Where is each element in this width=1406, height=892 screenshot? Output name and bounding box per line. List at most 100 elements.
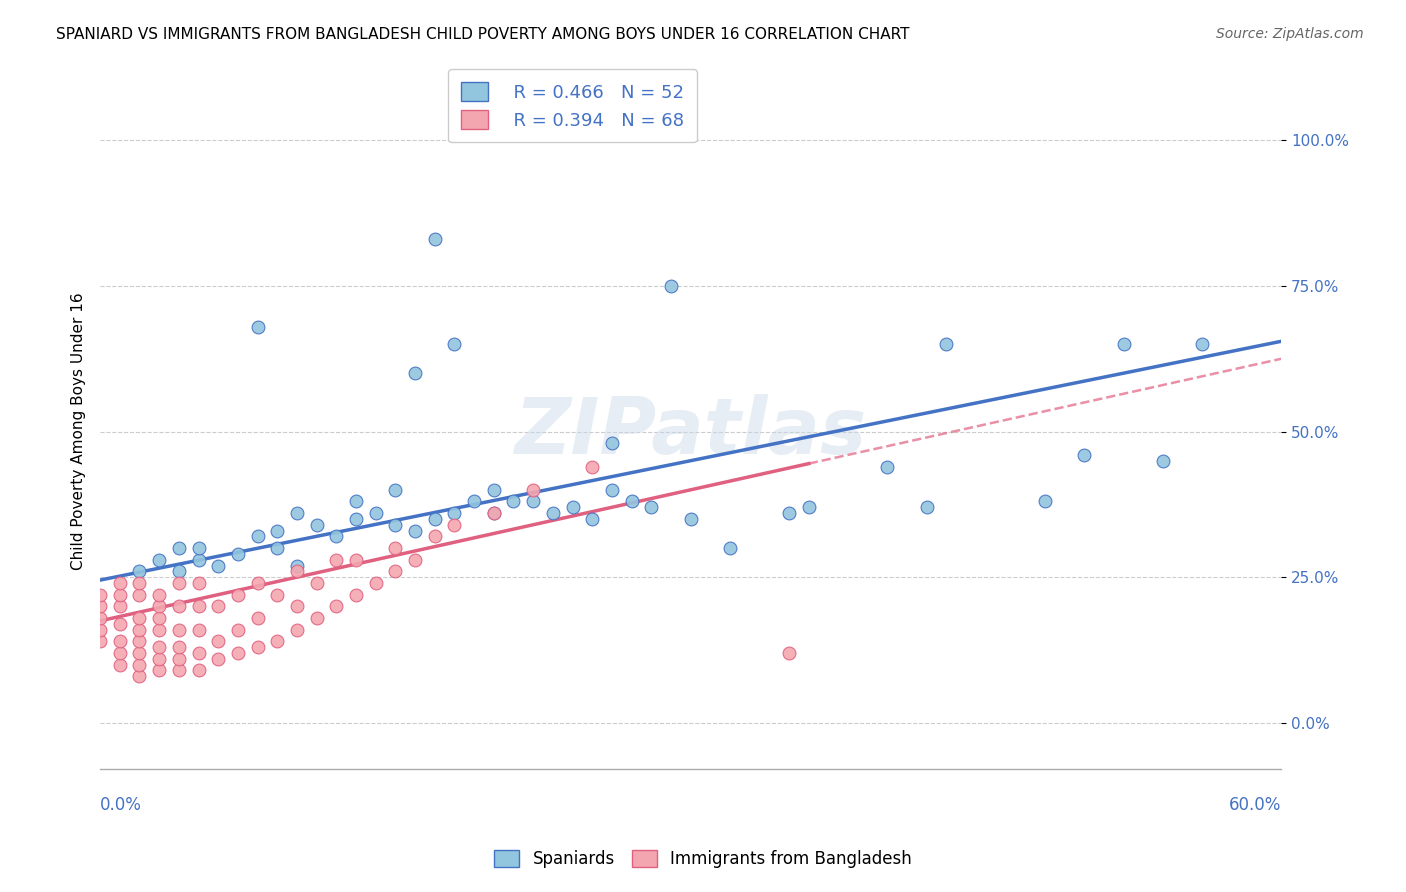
Point bbox=[285, 599, 308, 614]
Y-axis label: Child Poverty Among Boys Under 16: Child Poverty Among Boys Under 16 bbox=[72, 293, 86, 570]
Point bbox=[207, 634, 229, 648]
Point bbox=[305, 611, 328, 625]
Point bbox=[187, 541, 209, 555]
Point bbox=[207, 599, 229, 614]
Point bbox=[187, 646, 209, 660]
Point bbox=[325, 529, 347, 543]
Point bbox=[305, 576, 328, 591]
Point bbox=[778, 646, 800, 660]
Point bbox=[915, 500, 938, 515]
Point bbox=[128, 565, 150, 579]
Point bbox=[148, 623, 170, 637]
Point bbox=[600, 436, 623, 450]
Point bbox=[344, 588, 367, 602]
Point bbox=[108, 588, 131, 602]
Point bbox=[364, 576, 387, 591]
Point bbox=[226, 646, 249, 660]
Point bbox=[443, 337, 465, 351]
Point bbox=[778, 506, 800, 520]
Point bbox=[148, 599, 170, 614]
Point bbox=[108, 646, 131, 660]
Point bbox=[246, 640, 269, 654]
Point bbox=[522, 494, 544, 508]
Point bbox=[384, 541, 406, 555]
Point bbox=[482, 506, 505, 520]
Point bbox=[1073, 448, 1095, 462]
Text: 0.0%: 0.0% bbox=[100, 796, 142, 814]
Point bbox=[108, 576, 131, 591]
Point bbox=[285, 623, 308, 637]
Point bbox=[659, 279, 682, 293]
Point bbox=[620, 494, 643, 508]
Point bbox=[581, 459, 603, 474]
Point bbox=[561, 500, 583, 515]
Point bbox=[482, 483, 505, 497]
Point bbox=[167, 541, 190, 555]
Point bbox=[167, 651, 190, 665]
Point bbox=[285, 558, 308, 573]
Point bbox=[148, 611, 170, 625]
Point bbox=[1191, 337, 1213, 351]
Point bbox=[384, 483, 406, 497]
Text: 60.0%: 60.0% bbox=[1229, 796, 1281, 814]
Point bbox=[187, 623, 209, 637]
Point bbox=[128, 576, 150, 591]
Point bbox=[108, 657, 131, 672]
Point bbox=[482, 506, 505, 520]
Point bbox=[305, 517, 328, 532]
Point bbox=[148, 651, 170, 665]
Point bbox=[423, 529, 446, 543]
Text: SPANIARD VS IMMIGRANTS FROM BANGLADESH CHILD POVERTY AMONG BOYS UNDER 16 CORRELA: SPANIARD VS IMMIGRANTS FROM BANGLADESH C… bbox=[56, 27, 910, 42]
Point bbox=[128, 646, 150, 660]
Point bbox=[443, 506, 465, 520]
Point bbox=[128, 611, 150, 625]
Point bbox=[89, 634, 111, 648]
Point bbox=[167, 623, 190, 637]
Point bbox=[187, 552, 209, 566]
Point bbox=[541, 506, 564, 520]
Text: Source: ZipAtlas.com: Source: ZipAtlas.com bbox=[1216, 27, 1364, 41]
Point bbox=[266, 524, 288, 538]
Point bbox=[364, 506, 387, 520]
Point bbox=[285, 506, 308, 520]
Point bbox=[89, 611, 111, 625]
Point bbox=[187, 576, 209, 591]
Point bbox=[108, 599, 131, 614]
Point bbox=[167, 640, 190, 654]
Point bbox=[1152, 453, 1174, 467]
Point bbox=[384, 565, 406, 579]
Point bbox=[581, 512, 603, 526]
Point bbox=[423, 512, 446, 526]
Point bbox=[128, 657, 150, 672]
Point bbox=[325, 599, 347, 614]
Point bbox=[384, 517, 406, 532]
Point bbox=[502, 494, 524, 508]
Point bbox=[285, 565, 308, 579]
Point bbox=[718, 541, 741, 555]
Point bbox=[148, 664, 170, 678]
Point bbox=[167, 664, 190, 678]
Point bbox=[266, 588, 288, 602]
Point bbox=[108, 616, 131, 631]
Point bbox=[443, 517, 465, 532]
Point bbox=[226, 623, 249, 637]
Point bbox=[167, 576, 190, 591]
Point bbox=[128, 634, 150, 648]
Point bbox=[463, 494, 485, 508]
Point bbox=[89, 599, 111, 614]
Point bbox=[128, 623, 150, 637]
Legend: Spaniards, Immigrants from Bangladesh: Spaniards, Immigrants from Bangladesh bbox=[488, 843, 918, 875]
Point bbox=[148, 552, 170, 566]
Point bbox=[344, 552, 367, 566]
Point bbox=[226, 588, 249, 602]
Point bbox=[187, 599, 209, 614]
Point bbox=[876, 459, 898, 474]
Point bbox=[266, 634, 288, 648]
Point bbox=[266, 541, 288, 555]
Point bbox=[246, 576, 269, 591]
Point bbox=[679, 512, 702, 526]
Point bbox=[89, 588, 111, 602]
Point bbox=[226, 547, 249, 561]
Point bbox=[207, 558, 229, 573]
Point bbox=[148, 588, 170, 602]
